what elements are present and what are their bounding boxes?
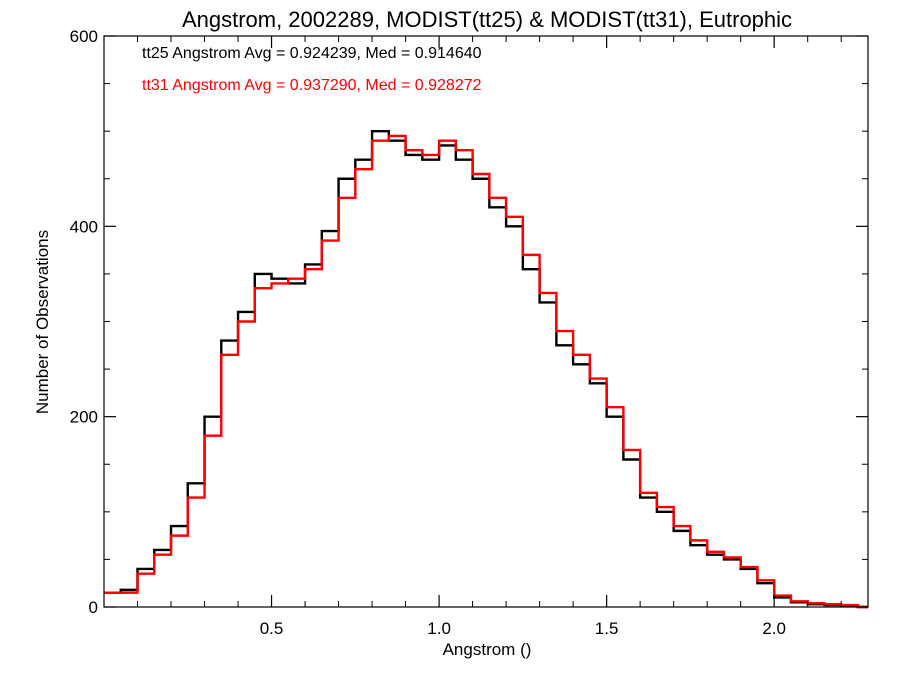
- y-tick-label: 600: [70, 27, 98, 46]
- y-tick-label: 400: [70, 217, 98, 236]
- y-tick-label: 200: [70, 408, 98, 427]
- chart-title: Angstrom, 2002289, MODIST(tt25) & MODIST…: [182, 7, 792, 32]
- y-tick-label: 0: [89, 598, 98, 617]
- plot-area: 0.5 1.0 1.5 2.0 0 200 400 600: [70, 27, 869, 638]
- annotation-tt31: tt31 Angstrom Avg = 0.937290, Med = 0.92…: [142, 77, 482, 94]
- x-tick-label: 0.5: [260, 619, 284, 638]
- y-axis-label: Number of Observations: [33, 230, 52, 414]
- x-tick-label: 1.5: [595, 619, 619, 638]
- x-tick-label: 2.0: [762, 619, 786, 638]
- series-line-0: [104, 129, 868, 609]
- series-line-1: [104, 134, 868, 609]
- x-tick-label: 1.0: [427, 619, 451, 638]
- plot-frame: [103, 35, 869, 608]
- annotation-tt25: tt25 Angstrom Avg = 0.924239, Med = 0.91…: [142, 45, 482, 62]
- series-layer: [104, 129, 868, 609]
- x-axis-label: Angstrom (): [443, 640, 532, 659]
- tick-layer: 0.5 1.0 1.5 2.0 0 200 400 600: [70, 27, 868, 638]
